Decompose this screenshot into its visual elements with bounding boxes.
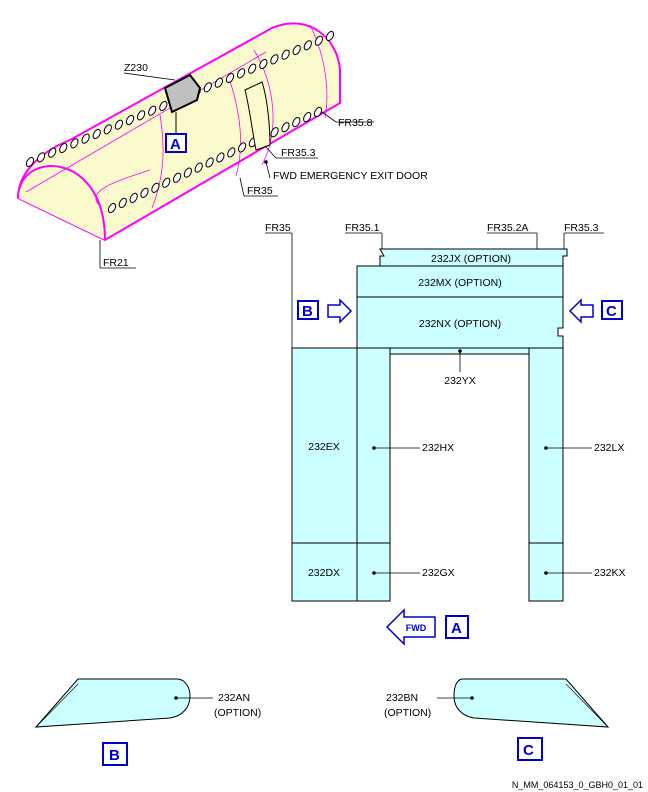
window-icon: [125, 114, 135, 126]
window-icon: [270, 127, 279, 138]
frame-label-fr35-8: FR35.8: [338, 117, 373, 129]
window-icon: [303, 40, 312, 51]
window-icon: [248, 63, 257, 74]
window-icon: [314, 35, 324, 46]
window-icon: [292, 44, 301, 56]
view-c-arrow-icon: [568, 298, 594, 324]
frame-label-fr21: FR21: [103, 257, 129, 269]
window-icon: [59, 142, 68, 154]
panel-232jx-label: 232JX (OPTION): [431, 253, 511, 265]
panel-232gx-label: 232GX: [422, 567, 455, 579]
panel-232bn-label: 232BN: [386, 692, 418, 704]
window-icon: [237, 142, 247, 153]
window-icon: [270, 54, 279, 65]
window-icon: [303, 112, 312, 123]
panel-232an-option: (OPTION): [214, 707, 261, 719]
window-icon: [236, 68, 246, 79]
view-a-marker: A: [170, 136, 181, 153]
frame-ref-fr35: FR35: [265, 222, 291, 234]
window-icon: [292, 117, 301, 128]
window-icon: [159, 100, 168, 112]
zone-label: Z230: [124, 62, 148, 74]
reference-code: N_MM_064153_0_GBH0_01_01: [512, 780, 643, 790]
frame-ref-fr35-3: FR35.3: [564, 222, 599, 234]
view-b-box: [297, 300, 319, 320]
panel-232yx-label: 232YX: [444, 375, 476, 387]
panel-232ex: [291, 347, 358, 544]
window-icon: [162, 177, 171, 188]
window-icon: [183, 167, 193, 178]
fuselage-illustration: Z230 A FR35.8 FR35.3 FWD EMERGENCY EXIT …: [16, 22, 428, 269]
window-icon: [325, 30, 335, 42]
window-icon: [227, 147, 236, 158]
panel-232lx-label: 232LX: [594, 442, 624, 454]
window-icon: [281, 49, 290, 60]
window-icon: [151, 182, 160, 193]
detail-c-label: C: [523, 742, 534, 759]
detail-b-label: B: [109, 747, 120, 764]
window-icon: [140, 187, 149, 198]
window-icon: [172, 172, 182, 183]
panel-232ex-label: 232EX: [308, 441, 340, 453]
panel-232mx-label: 232MX (OPTION): [418, 277, 501, 289]
fwd-arrow-icon: [385, 608, 436, 646]
window-icon: [203, 82, 212, 93]
window-icon: [214, 77, 224, 88]
view-a-label: A: [451, 620, 462, 637]
view-a-box: [445, 615, 469, 639]
window-icon: [70, 138, 79, 149]
window-icon: [81, 133, 90, 144]
z230-panel: [163, 73, 202, 114]
panel-232bn: [453, 678, 610, 728]
detail-c-box: [517, 737, 543, 761]
panel-232hx-label: 232HX: [422, 442, 454, 454]
panel-232dx: [291, 542, 358, 602]
fwd-arrow-label: FWD: [406, 623, 427, 633]
window-icon: [103, 124, 112, 135]
panel-232hx: [356, 347, 391, 544]
window-icon: [114, 119, 124, 130]
window-icon: [259, 58, 268, 70]
panel-layout: FR35 FR35.1 FR35.2A FR35.3 232JX (OPTION…: [265, 222, 626, 646]
detail-c: 232BN (OPTION) C: [384, 678, 610, 761]
view-b-label: B: [302, 303, 313, 320]
detail-b: 232AN (OPTION) B: [34, 678, 261, 766]
window-icon: [25, 156, 35, 168]
panel-232mx: [356, 265, 564, 298]
frame-ref-fr35-1: FR35.1: [345, 222, 380, 234]
window-icon: [205, 157, 214, 168]
window-icon: [118, 197, 127, 208]
emergency-exit-door: [244, 81, 271, 151]
panel-232dx-label: 232DX: [308, 567, 340, 579]
window-icon: [216, 152, 225, 163]
door-label: FWD EMERGENCY EXIT DOOR: [273, 170, 428, 182]
panel-232nx-label: 232NX (OPTION): [419, 318, 501, 330]
window-icon: [136, 110, 146, 121]
panel-232lx: [528, 347, 564, 544]
window-icon: [36, 152, 46, 163]
window-icon: [225, 72, 235, 84]
window-icon: [107, 202, 117, 214]
frame-ref-fr35-2a: FR35.2A: [487, 222, 528, 234]
panel-232an: [34, 678, 191, 728]
view-a-marker-box: [165, 133, 187, 153]
window-icon: [281, 122, 290, 133]
panel-232bn-option: (OPTION): [384, 707, 431, 719]
view-c-box: [601, 300, 623, 320]
panel-232an-label: 232AN: [218, 692, 250, 704]
detail-b-box: [102, 742, 128, 766]
window-icon: [313, 106, 323, 118]
view-c-label: C: [606, 303, 617, 320]
panel-232kx-label: 232KX: [594, 567, 626, 579]
window-icon: [92, 128, 101, 140]
window-icon: [48, 147, 57, 158]
window-icon: [194, 162, 203, 173]
frame-label-fr35-3: FR35.3: [281, 147, 316, 159]
window-icon: [129, 192, 138, 203]
frame-label-fr35: FR35: [247, 185, 273, 197]
view-b-arrow-icon: [327, 298, 353, 324]
window-icon: [148, 105, 157, 116]
